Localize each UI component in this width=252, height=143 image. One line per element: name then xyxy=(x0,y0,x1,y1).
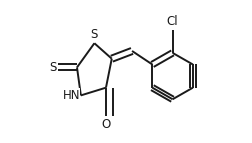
Text: HN: HN xyxy=(62,89,80,102)
Text: Cl: Cl xyxy=(167,15,178,28)
Text: S: S xyxy=(49,61,57,74)
Text: O: O xyxy=(101,118,111,131)
Text: S: S xyxy=(91,28,98,41)
